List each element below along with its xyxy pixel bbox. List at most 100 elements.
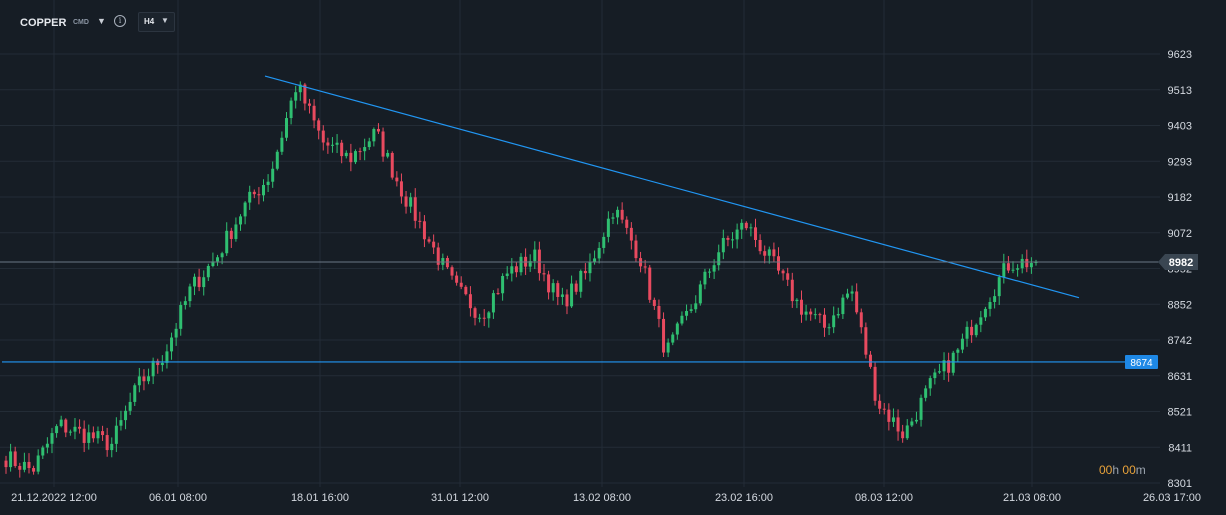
candle — [910, 417, 914, 427]
candle — [284, 112, 288, 142]
candle — [22, 452, 26, 473]
current-price-badge[interactable] — [1158, 254, 1198, 271]
candle-body — [105, 435, 109, 451]
candle-body — [547, 274, 551, 293]
candle — [777, 247, 780, 275]
candle — [652, 297, 656, 310]
candle — [4, 455, 8, 474]
candle-body — [344, 152, 348, 157]
candle-countdown: 00h 00m — [1099, 463, 1146, 477]
candle — [551, 279, 555, 301]
x-tick-label: 21.03 08:00 — [1003, 492, 1061, 504]
candle-body — [363, 147, 367, 152]
candle — [606, 211, 610, 243]
candle-body — [556, 283, 560, 297]
candle-body — [459, 282, 463, 287]
candle — [882, 403, 886, 415]
candle-body — [13, 451, 17, 466]
candle — [841, 294, 845, 319]
candle-body — [468, 294, 472, 309]
candle-body — [721, 237, 725, 253]
candle — [772, 242, 776, 263]
candle — [482, 309, 486, 327]
candle — [101, 425, 105, 441]
candle — [225, 222, 229, 256]
candle-body — [868, 354, 872, 367]
x-tick-label: 31.01 12:00 — [431, 492, 489, 504]
candle-body — [565, 294, 569, 307]
candle-body — [790, 279, 794, 302]
candle-body — [942, 360, 946, 372]
candle — [956, 347, 960, 363]
candle — [542, 263, 546, 282]
candle-body — [22, 461, 26, 470]
candle — [404, 191, 408, 214]
candle — [657, 299, 661, 328]
candle — [620, 202, 624, 224]
candle-body — [652, 299, 656, 306]
candle-body — [110, 443, 114, 451]
candle-body — [933, 372, 937, 379]
candle-body — [436, 247, 440, 265]
candle — [436, 242, 440, 271]
candle — [390, 151, 394, 180]
candle — [464, 285, 468, 296]
y-tick-label: 9623 — [1168, 49, 1192, 61]
candle-body — [473, 308, 477, 318]
candle-body — [914, 419, 918, 422]
candle-body — [418, 220, 422, 222]
candle-body — [50, 433, 54, 444]
candle — [809, 308, 813, 321]
candle-body — [59, 419, 63, 427]
candle — [321, 125, 325, 151]
info-icon[interactable]: i — [114, 15, 126, 27]
resistance-trendline[interactable] — [264, 75, 1080, 299]
candle — [128, 392, 132, 416]
candle — [868, 351, 872, 369]
candle — [64, 418, 68, 438]
candle-body — [510, 266, 514, 274]
symbol-name[interactable]: COPPER — [20, 17, 67, 29]
candle — [891, 408, 895, 427]
candle-body — [855, 291, 859, 313]
symbol-dropdown-icon[interactable]: ▼ — [97, 16, 106, 26]
candle-body — [353, 151, 357, 163]
candle — [583, 263, 587, 280]
candle-body — [147, 376, 151, 382]
timeframe-selector[interactable]: H4 ▼ — [138, 12, 175, 32]
candle — [537, 241, 541, 281]
candle — [662, 312, 666, 357]
candle-body — [128, 401, 132, 411]
y-tick-label: 8852 — [1168, 299, 1192, 311]
candle-body — [533, 249, 537, 262]
candle-body — [1020, 258, 1024, 269]
candle-body — [910, 421, 914, 426]
candle-body — [970, 326, 974, 336]
candle-body — [496, 293, 500, 295]
candle-body — [206, 265, 210, 278]
candle-body — [376, 128, 380, 132]
candle-body — [390, 152, 394, 178]
candle — [832, 306, 836, 334]
candle-body — [307, 103, 311, 106]
candle-body — [45, 443, 49, 448]
candle-body — [827, 327, 831, 329]
candle-body — [298, 84, 302, 93]
candle — [924, 385, 928, 402]
candle-body — [91, 432, 95, 439]
candle-body — [666, 342, 670, 353]
candle — [588, 253, 592, 282]
candle-body — [551, 283, 555, 293]
candle-body — [634, 240, 638, 259]
trendlines[interactable] — [0, 75, 1160, 363]
support-price-badge[interactable] — [1125, 354, 1158, 369]
candle-body — [294, 92, 298, 101]
candle-body — [216, 257, 220, 262]
candle — [726, 235, 730, 247]
candle-body — [583, 270, 587, 274]
candle — [18, 462, 22, 478]
candle-body — [133, 385, 137, 402]
candle — [680, 311, 684, 326]
